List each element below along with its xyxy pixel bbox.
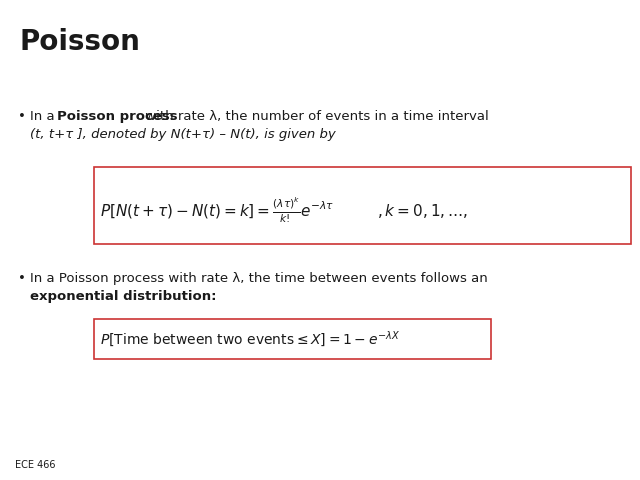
Text: with rate λ, the number of events in a time interval: with rate λ, the number of events in a t… <box>141 110 489 123</box>
FancyBboxPatch shape <box>94 319 491 359</box>
Text: ECE 466: ECE 466 <box>15 460 56 470</box>
Text: Poisson process: Poisson process <box>57 110 178 123</box>
Text: $P[\text{Time between two events} \leq X] = 1 - e^{-\lambda X}$: $P[\text{Time between two events} \leq X… <box>100 329 400 348</box>
Text: In a: In a <box>30 110 59 123</box>
Text: exponential distribution:: exponential distribution: <box>30 290 216 303</box>
Text: In a Poisson process with rate λ, the time between events follows an: In a Poisson process with rate λ, the ti… <box>30 272 488 285</box>
Text: (t, t+τ ], denoted by N(t+τ) – N(t), is given by: (t, t+τ ], denoted by N(t+τ) – N(t), is … <box>30 128 336 141</box>
FancyBboxPatch shape <box>94 167 631 244</box>
Text: •: • <box>18 272 26 285</box>
Text: Poisson: Poisson <box>20 28 141 56</box>
Text: $P[N(t+\tau)-N(t) = k] = \frac{(\lambda\tau)^k}{k!}e^{-\lambda\tau}$$\qquad\quad: $P[N(t+\tau)-N(t) = k] = \frac{(\lambda\… <box>100 195 468 225</box>
Text: •: • <box>18 110 26 123</box>
